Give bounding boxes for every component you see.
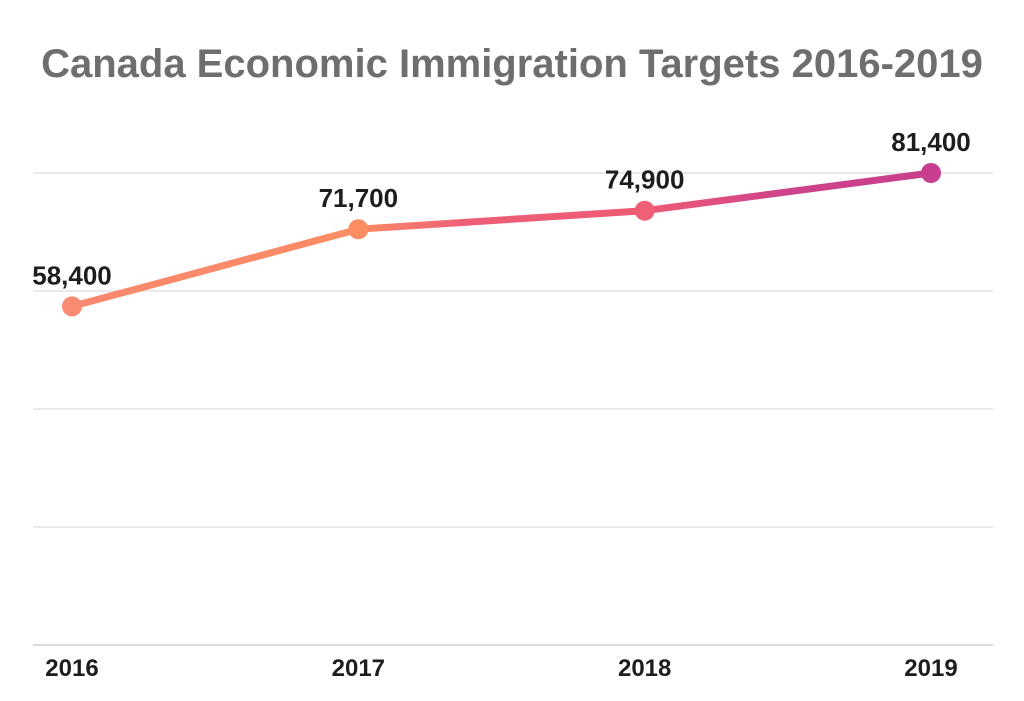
- value-label-2017: 71,700: [319, 183, 399, 213]
- data-point-2019: [921, 163, 941, 183]
- data-point-2018: [634, 200, 655, 221]
- data-labels: 58,400 71,700 74,900 81,400: [32, 127, 971, 290]
- value-label-2019: 81,400: [891, 127, 971, 157]
- chart-title: Canada Economic Immigration Targets 2016…: [41, 42, 983, 86]
- x-axis-label-2019: 2019: [904, 655, 957, 682]
- series-polyline: [68, 169, 935, 310]
- value-label-2016: 58,400: [32, 260, 112, 290]
- data-point-2016: [62, 296, 82, 317]
- data-point-2017: [348, 219, 369, 240]
- x-axis-label-2018: 2018: [618, 655, 671, 682]
- x-axis-label-2016: 2016: [45, 655, 98, 682]
- series-line: [68, 169, 935, 310]
- x-axis-labels: 2016 2017 2018 2019: [45, 655, 957, 682]
- data-points: [62, 163, 941, 317]
- x-axis-label-2017: 2017: [332, 655, 385, 682]
- gridlines: [33, 172, 993, 646]
- value-label-2018: 74,900: [605, 165, 685, 195]
